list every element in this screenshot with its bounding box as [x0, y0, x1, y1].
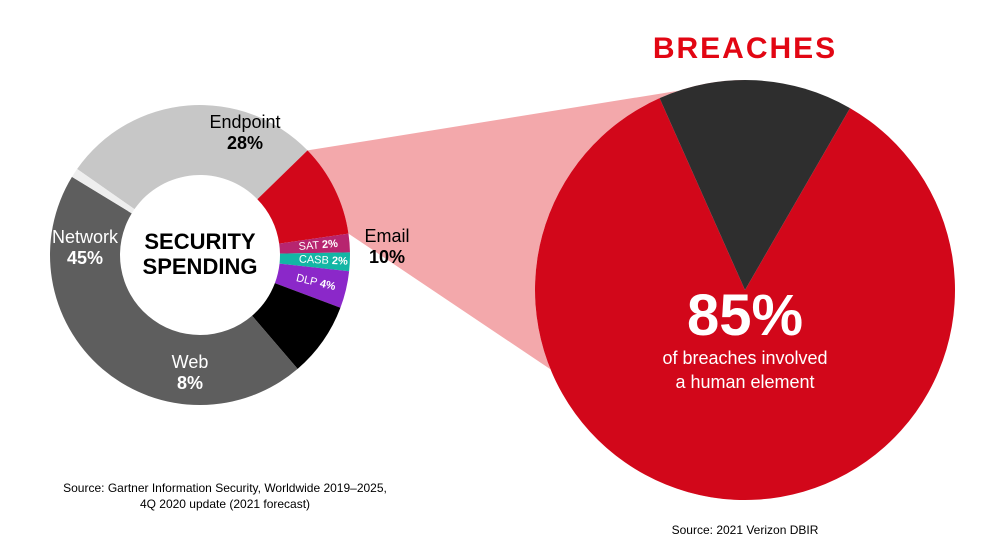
source-right: Source: 2021 Verizon DBIR [595, 522, 895, 538]
donut-center-line2: SPENDING [143, 254, 258, 279]
source-left: Source: Gartner Information Security, Wo… [15, 480, 435, 512]
source-left-line2: 4Q 2020 update (2021 forecast) [140, 497, 310, 511]
breach-subtitle: of breaches involved a human element [595, 346, 895, 395]
source-left-line1: Source: Gartner Information Security, Wo… [63, 481, 387, 495]
breach-sub-line1: of breaches involved [662, 348, 827, 368]
breach-pct: 85% [595, 282, 895, 349]
breach-sub-line2: a human element [675, 372, 814, 392]
donut-center-label: SECURITY SPENDING [120, 229, 280, 280]
source-right-line1: Source: 2021 Verizon DBIR [672, 523, 819, 537]
donut-center-line1: SECURITY [144, 229, 255, 254]
donut-slice-network [50, 177, 298, 405]
breaches-title: BREACHES [595, 32, 895, 66]
